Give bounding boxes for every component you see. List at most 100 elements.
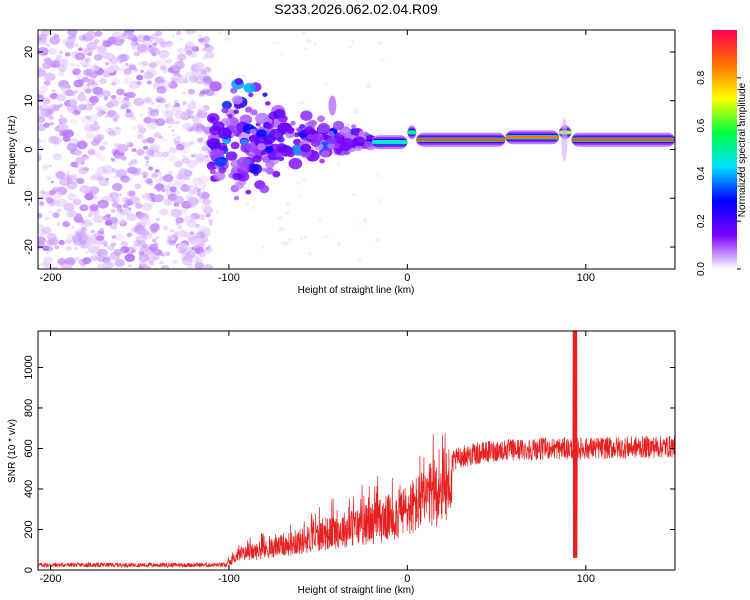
noise-blob xyxy=(102,40,112,48)
noise-blob xyxy=(158,49,170,59)
transition-blob xyxy=(217,127,232,140)
noise-blob xyxy=(64,238,73,245)
noise-blob xyxy=(130,40,139,47)
noise-blob xyxy=(69,62,76,68)
noise-blob xyxy=(167,180,180,189)
noise-blob xyxy=(337,242,342,247)
noise-blob xyxy=(162,174,174,183)
noise-blob xyxy=(84,167,90,172)
noise-blob xyxy=(97,202,105,208)
noise-blob xyxy=(93,214,105,224)
noise-blob xyxy=(198,72,210,82)
noise-blob xyxy=(141,243,149,249)
noise-blob xyxy=(138,168,142,171)
y-tick-label: 0 xyxy=(23,567,35,573)
noise-blob xyxy=(89,222,94,226)
noise-blob xyxy=(43,80,51,86)
noise-blob xyxy=(39,201,45,206)
noise-blob xyxy=(66,143,78,152)
noise-blob xyxy=(232,191,237,196)
transition-blob xyxy=(240,139,249,146)
noise-blob xyxy=(143,265,151,269)
noise-blob xyxy=(43,122,51,128)
transition-blob xyxy=(249,128,257,135)
noise-blob xyxy=(164,110,175,118)
noise-blob xyxy=(145,160,150,164)
transition-blob xyxy=(290,121,296,126)
noise-blob xyxy=(201,192,211,199)
noise-blob xyxy=(137,213,145,219)
noise-blob xyxy=(58,58,69,67)
noise-blob xyxy=(87,213,93,218)
noise-blob xyxy=(194,261,205,269)
noise-blob xyxy=(89,103,93,107)
noise-blob xyxy=(153,194,164,203)
noise-blob xyxy=(111,202,120,208)
noise-blob xyxy=(110,94,117,100)
noise-blob xyxy=(323,235,329,239)
noise-blob xyxy=(155,118,166,127)
noise-blob xyxy=(42,31,47,35)
noise-blob xyxy=(108,127,112,130)
noise-blob xyxy=(110,198,116,203)
noise-blob xyxy=(189,255,200,263)
noise-blob xyxy=(91,81,99,87)
x-tick-label: 0 xyxy=(404,272,410,284)
noise-blob xyxy=(54,245,60,250)
transition-blob xyxy=(327,130,335,137)
noise-blob xyxy=(178,182,182,186)
transition-blob xyxy=(213,171,226,181)
noise-blob xyxy=(65,170,71,175)
noise-blob xyxy=(86,30,97,39)
noise-blob xyxy=(144,163,150,167)
transition-blob xyxy=(265,167,275,175)
noise-blob xyxy=(118,47,123,51)
noise-blob xyxy=(46,108,54,115)
noise-blob xyxy=(299,100,305,105)
noise-blob xyxy=(151,112,159,118)
noise-blob xyxy=(103,74,108,78)
noise-blob xyxy=(90,64,100,72)
noise-blob xyxy=(164,43,172,49)
noise-blob xyxy=(57,64,67,72)
noise-blob xyxy=(69,100,77,106)
noise-blob xyxy=(164,102,172,109)
noise-blob xyxy=(86,237,97,246)
noise-blob xyxy=(199,183,207,189)
x-tick-label: 100 xyxy=(577,272,595,284)
noise-blob xyxy=(143,71,154,80)
noise-blob xyxy=(187,88,196,95)
noise-blob xyxy=(160,264,170,269)
transition-blob xyxy=(287,151,295,158)
noise-blob xyxy=(85,131,95,140)
noise-blob xyxy=(346,123,350,127)
noise-blob xyxy=(96,104,109,114)
noise-blob xyxy=(188,235,200,245)
noise-blob xyxy=(200,69,207,74)
noise-blob xyxy=(137,61,144,66)
transition-blob xyxy=(262,92,268,97)
noise-blob xyxy=(141,171,149,177)
noise-blob xyxy=(165,58,173,64)
noise-blob xyxy=(56,93,66,102)
noise-blob xyxy=(74,149,83,156)
noise-blob xyxy=(172,104,177,108)
noise-blob xyxy=(377,41,382,45)
noise-blob xyxy=(45,251,50,255)
noise-blob xyxy=(58,117,68,125)
noise-blob xyxy=(93,53,103,61)
noise-blob xyxy=(78,166,89,175)
noise-blob xyxy=(182,155,186,158)
noise-blob xyxy=(198,34,202,38)
spectrogram-ylabel: Frequency (Hz) xyxy=(7,116,18,185)
noise-blob xyxy=(161,79,166,83)
noise-blob xyxy=(198,37,205,43)
x-tick-label: -200 xyxy=(39,573,61,585)
noise-blob xyxy=(139,113,144,118)
heatmap-blobs xyxy=(38,30,675,269)
noise-blob xyxy=(113,233,125,241)
noise-blob xyxy=(134,224,144,232)
noise-blob xyxy=(104,128,112,134)
noise-blob xyxy=(123,96,130,102)
noise-blob xyxy=(111,196,120,203)
